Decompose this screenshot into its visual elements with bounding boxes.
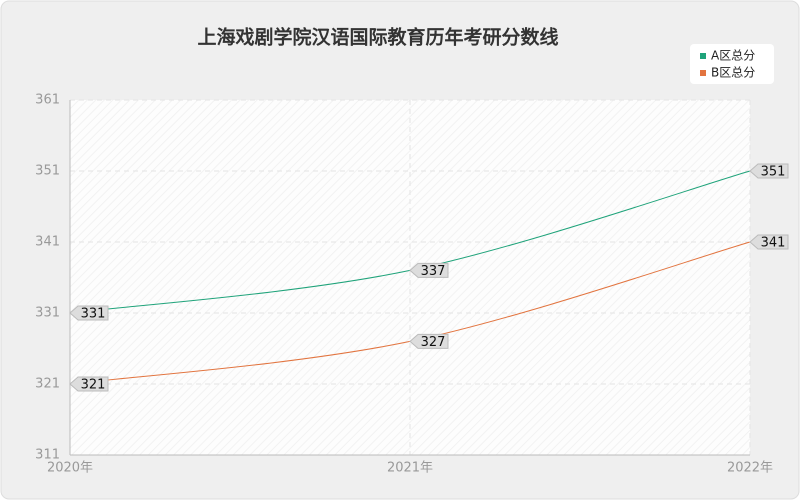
data-label-box xyxy=(409,333,449,349)
y-tick-label: 331 xyxy=(35,306,60,321)
legend-label: B区总分 xyxy=(711,66,755,80)
legend-marker xyxy=(700,53,706,59)
data-label: 331 xyxy=(81,307,106,322)
data-label-box xyxy=(69,376,109,392)
x-tick-label: 2021年 xyxy=(387,461,433,476)
legend-marker xyxy=(700,70,706,76)
x-tick-label: 2022年 xyxy=(727,461,773,476)
y-tick-label: 311 xyxy=(35,448,60,463)
chart-title: 上海戏剧学院汉语国际教育历年考研分数线 xyxy=(197,26,558,49)
data-label: 321 xyxy=(81,378,106,393)
data-label: 327 xyxy=(421,335,446,350)
data-label: 337 xyxy=(421,264,446,279)
y-tick-label: 361 xyxy=(35,93,60,108)
y-tick-label: 341 xyxy=(35,235,60,250)
data-label: 341 xyxy=(761,236,786,251)
y-tick-label: 321 xyxy=(35,377,60,392)
y-tick-label: 351 xyxy=(35,164,60,179)
data-label-box xyxy=(69,305,109,321)
x-tick-label: 2020年 xyxy=(47,461,93,476)
data-label-box xyxy=(749,234,789,250)
data-label-box xyxy=(749,163,789,179)
data-label: 351 xyxy=(761,165,786,180)
legend-box xyxy=(690,44,774,84)
data-label-box xyxy=(409,262,449,278)
legend-label: A区总分 xyxy=(711,49,755,63)
